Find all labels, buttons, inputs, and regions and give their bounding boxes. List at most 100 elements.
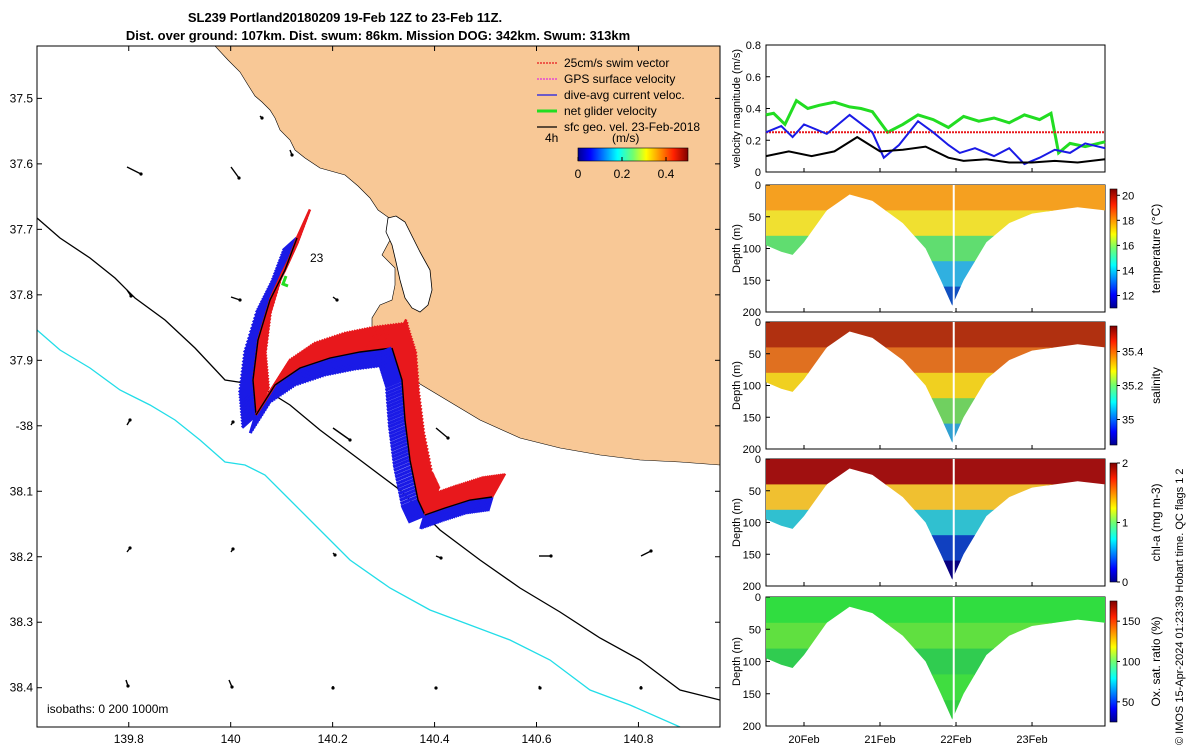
isobath-1000m	[37, 329, 681, 727]
geo-vector-head	[128, 418, 132, 422]
depth-tick-label: 0	[755, 454, 761, 466]
swim-vector	[252, 359, 268, 390]
section-clabel: Ox. sat. ratio (%)	[1149, 616, 1163, 706]
current-vector	[239, 393, 256, 409]
swim-vector	[395, 332, 412, 362]
depth-tick-label: 150	[743, 549, 761, 561]
swim-vector	[252, 353, 268, 384]
legend-label: dive-avg current veloc.	[564, 88, 685, 102]
current-vector	[252, 305, 270, 321]
colorbar-tick-label: 0	[1122, 577, 1128, 589]
track-line	[252, 237, 298, 416]
current-vector	[251, 308, 269, 324]
geo-vector-head	[446, 436, 450, 440]
current-vector	[337, 354, 347, 374]
current-vector	[398, 488, 417, 499]
lon-tick-label: 140	[221, 732, 241, 746]
swim-vector	[397, 340, 415, 370]
current-vector	[247, 322, 265, 338]
swim-vector	[490, 472, 507, 498]
swim-vector	[415, 464, 433, 494]
swim-vector	[410, 437, 427, 468]
current-vector	[327, 356, 337, 376]
current-vector	[475, 498, 483, 513]
colorbar-tick-label: 100	[1122, 657, 1140, 669]
swim-vector	[382, 322, 401, 350]
section-colorbar	[1109, 188, 1118, 309]
legend-label: GPS surface velocity	[564, 72, 675, 86]
swim-vector	[401, 357, 418, 388]
current-vector	[449, 504, 457, 520]
depth-tick-label: 0	[755, 317, 761, 329]
current-vector	[246, 325, 264, 341]
geo-vector-head	[639, 686, 643, 690]
depth-tick-label: 100	[743, 518, 761, 530]
geo-vector-head	[237, 176, 241, 180]
depth-tick-label: 200	[743, 721, 761, 733]
swim-vector	[483, 473, 499, 499]
current-vector	[382, 373, 401, 384]
swim-vector	[298, 341, 317, 369]
current-vector	[386, 401, 405, 412]
swim-vector	[445, 483, 462, 508]
current-vector	[385, 391, 404, 402]
lat-tick-label: 37.5	[10, 91, 34, 105]
swim-vector	[351, 326, 370, 355]
swim-vector	[396, 337, 414, 368]
section-clabel: chl-a (mg m-3)	[1149, 483, 1163, 561]
island	[385, 215, 433, 313]
current-vector	[375, 349, 394, 360]
geo-vector-head	[331, 686, 335, 690]
swim-vector	[390, 318, 408, 349]
swim-vector	[403, 390, 421, 421]
section-ylabel: Depth (m)	[731, 498, 743, 547]
swim-vector	[398, 342, 415, 373]
swim-vector	[450, 481, 466, 507]
current-vector	[443, 506, 451, 522]
depth-tick-label: 0	[755, 592, 761, 604]
lat-tick-label: 38.3	[10, 615, 34, 629]
swim-vector	[353, 326, 372, 354]
lat-tick-label: 38.2	[10, 550, 34, 564]
current-vector	[238, 390, 256, 406]
lat-tick-label: 37.7	[10, 222, 34, 236]
swim-vector	[452, 481, 468, 506]
swim-vector	[316, 335, 335, 363]
current-vector	[380, 365, 399, 376]
colorbar-tick-label: 0.4	[658, 167, 675, 181]
current-vector	[441, 506, 449, 522]
lat-tick-label: -38	[16, 419, 34, 433]
swim-vector	[323, 332, 342, 361]
current-vector	[345, 353, 355, 373]
swim-vector	[400, 348, 417, 378]
swim-vector	[416, 467, 433, 498]
current-vector	[240, 362, 257, 378]
geo-vector-head	[538, 686, 542, 690]
current-vector	[335, 355, 345, 375]
swim-vector	[253, 374, 270, 404]
colorbar-tick-label: 12	[1122, 290, 1134, 302]
current-vector	[239, 399, 256, 415]
swim-vector	[400, 350, 418, 381]
swim-vector	[394, 329, 411, 360]
current-vector	[388, 421, 407, 432]
current-vector	[394, 468, 413, 479]
swim-vector	[402, 367, 419, 398]
current-vector	[392, 458, 411, 469]
y-tick-label: 0	[755, 167, 761, 179]
swim-vector	[470, 475, 486, 501]
depth-tick-label: 200	[743, 307, 761, 319]
swim-vector	[331, 330, 350, 359]
lat-tick-label: 37.9	[10, 353, 34, 367]
surface-velocity-vectors	[125, 115, 653, 690]
colorbar-tick-label: 20	[1122, 190, 1134, 202]
current-vector	[240, 410, 257, 426]
swim-vector	[412, 450, 430, 481]
current-vector	[240, 355, 257, 371]
current-vector	[238, 372, 255, 388]
lat-tick-label: 38.1	[10, 484, 34, 498]
swim-vector	[413, 454, 431, 484]
current-vector	[386, 398, 405, 409]
